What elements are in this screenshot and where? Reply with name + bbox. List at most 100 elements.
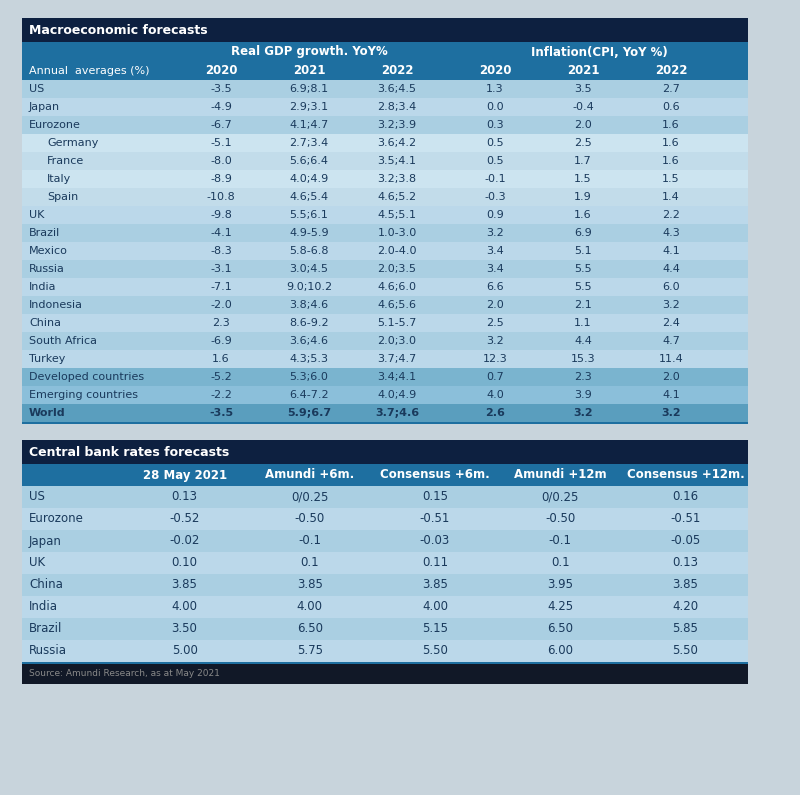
Bar (22, 618, 748, 640)
Text: US: US (29, 84, 44, 94)
Text: 4.4: 4.4 (574, 336, 592, 346)
Bar (22, 596, 748, 618)
Text: Macroeconomic forecasts: Macroeconomic forecasts (29, 24, 208, 37)
Bar (22, 62, 748, 80)
Text: 6.4-7.2: 6.4-7.2 (289, 390, 329, 400)
Text: 1.6: 1.6 (662, 138, 680, 148)
Text: 4.6;6.0: 4.6;6.0 (378, 282, 417, 292)
Text: 4.20: 4.20 (672, 600, 698, 614)
Text: 2022: 2022 (654, 64, 687, 77)
Text: 8.6-9.2: 8.6-9.2 (289, 318, 329, 328)
Text: 2.0: 2.0 (574, 120, 592, 130)
Text: Consensus +6m.: Consensus +6m. (380, 468, 490, 482)
Text: Indonesia: Indonesia (29, 300, 83, 310)
Bar (22, 188, 748, 206)
Text: 3.85: 3.85 (172, 579, 198, 591)
Text: -8.3: -8.3 (210, 246, 232, 256)
Text: 4.3;5.3: 4.3;5.3 (290, 354, 329, 364)
Text: 4.4: 4.4 (662, 264, 680, 274)
Bar (22, 296, 748, 314)
Text: 3.7;4.7: 3.7;4.7 (378, 354, 417, 364)
Text: -0.1: -0.1 (484, 174, 506, 184)
Text: 4.7: 4.7 (662, 336, 680, 346)
Bar (22, 134, 748, 152)
Bar (22, 404, 748, 422)
Text: 4.6;5.2: 4.6;5.2 (378, 192, 417, 202)
Text: 4.5;5.1: 4.5;5.1 (378, 210, 417, 220)
Text: 4.9-5.9: 4.9-5.9 (289, 228, 329, 238)
Text: -8.9: -8.9 (210, 174, 232, 184)
Text: 12.3: 12.3 (482, 354, 507, 364)
Text: 5.50: 5.50 (673, 645, 698, 657)
Bar (22, 640, 748, 662)
Text: -0.3: -0.3 (484, 192, 506, 202)
Text: 5.3;6.0: 5.3;6.0 (290, 372, 329, 382)
Bar (22, 42, 748, 62)
Text: 2020: 2020 (478, 64, 511, 77)
Text: Japan: Japan (29, 102, 60, 112)
Text: 4.0: 4.0 (486, 390, 504, 400)
Text: 0.3: 0.3 (486, 120, 504, 130)
Text: 6.9;8.1: 6.9;8.1 (290, 84, 329, 94)
Text: -0.1: -0.1 (298, 534, 322, 548)
Text: Russia: Russia (29, 264, 65, 274)
Text: 1.9: 1.9 (574, 192, 592, 202)
Text: 2.3: 2.3 (574, 372, 592, 382)
Bar (22, 98, 748, 116)
Bar (22, 662, 748, 664)
Text: 3.2: 3.2 (662, 300, 680, 310)
Text: 2.0;3.5: 2.0;3.5 (378, 264, 417, 274)
Bar (22, 18, 748, 42)
Text: Emerging countries: Emerging countries (29, 390, 138, 400)
Text: UK: UK (29, 556, 45, 569)
Text: India: India (29, 600, 58, 614)
Bar (22, 530, 748, 552)
Text: 3.2: 3.2 (573, 408, 593, 418)
Text: -10.8: -10.8 (206, 192, 235, 202)
Text: 6.9: 6.9 (574, 228, 592, 238)
Text: India: India (29, 282, 57, 292)
Text: 4.1: 4.1 (662, 246, 680, 256)
Text: -0.02: -0.02 (170, 534, 200, 548)
Text: 2.3: 2.3 (212, 318, 230, 328)
Bar (22, 278, 748, 296)
Text: Turkey: Turkey (29, 354, 66, 364)
Text: -0.03: -0.03 (420, 534, 450, 548)
Text: 4.00: 4.00 (297, 600, 323, 614)
Text: 2.0: 2.0 (662, 372, 680, 382)
Bar (22, 206, 748, 224)
Text: 6.50: 6.50 (297, 622, 323, 635)
Text: 2.1: 2.1 (574, 300, 592, 310)
Text: 5.6;6.4: 5.6;6.4 (290, 156, 329, 166)
Text: 0.10: 0.10 (171, 556, 198, 569)
Text: 5.5;6.1: 5.5;6.1 (290, 210, 329, 220)
Text: -0.1: -0.1 (549, 534, 572, 548)
Text: 0.7: 0.7 (486, 372, 504, 382)
Text: 3.2;3.9: 3.2;3.9 (378, 120, 417, 130)
Text: 5.8-6.8: 5.8-6.8 (290, 246, 329, 256)
Text: 3.95: 3.95 (547, 579, 573, 591)
Bar (22, 508, 748, 530)
Text: 3.5;4.1: 3.5;4.1 (378, 156, 417, 166)
Text: 2020: 2020 (205, 64, 238, 77)
Bar (22, 552, 748, 574)
Text: 4.00: 4.00 (171, 600, 198, 614)
Text: 0.5: 0.5 (486, 138, 504, 148)
Text: -5.2: -5.2 (210, 372, 232, 382)
Text: 3.85: 3.85 (422, 579, 448, 591)
Text: 1.6: 1.6 (574, 210, 592, 220)
Text: 4.0;4.9: 4.0;4.9 (378, 390, 417, 400)
Bar (22, 242, 748, 260)
Text: -0.51: -0.51 (420, 513, 450, 525)
Text: 0.5: 0.5 (486, 156, 504, 166)
Bar (22, 152, 748, 170)
Text: 0.0: 0.0 (486, 102, 504, 112)
Text: 3.2: 3.2 (486, 336, 504, 346)
Text: 0.13: 0.13 (171, 491, 198, 503)
Text: -9.8: -9.8 (210, 210, 232, 220)
Text: 1.4: 1.4 (662, 192, 680, 202)
Text: Real GDP growth. YoY%: Real GDP growth. YoY% (230, 45, 387, 59)
Text: 5.75: 5.75 (297, 645, 323, 657)
Text: Amundi +6m.: Amundi +6m. (265, 468, 354, 482)
Text: 3.85: 3.85 (673, 579, 698, 591)
